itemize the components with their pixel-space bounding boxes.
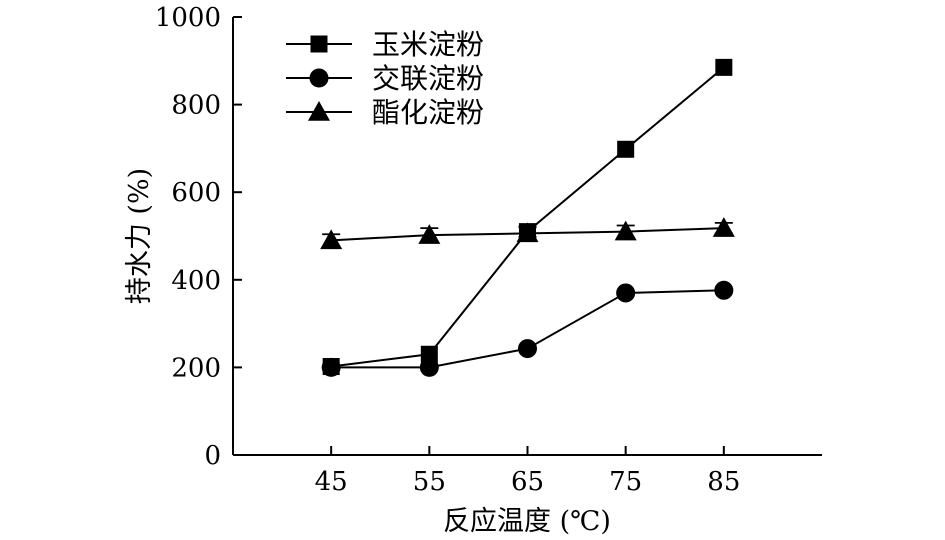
y-tick-label: 400 <box>171 266 221 296</box>
data-point-square <box>715 58 733 76</box>
legend-item: 玉米淀粉 <box>286 28 484 61</box>
data-point-circle <box>616 283 636 303</box>
y-axis-ticks: 0 200 400 600 800 1000 <box>155 3 242 471</box>
series-layer <box>320 58 735 377</box>
data-point-square <box>617 140 635 158</box>
data-point-circle <box>518 339 537 359</box>
data-point-circle <box>321 357 341 377</box>
x-tick-label: 55 <box>413 467 446 497</box>
legend-marker-square <box>310 35 328 53</box>
legend-marker-triangle <box>308 101 330 121</box>
series-3 <box>320 217 735 250</box>
x-tick-label: 75 <box>609 467 642 497</box>
data-point-square <box>420 345 438 363</box>
data-point-triangle <box>320 229 343 250</box>
data-point-circle <box>714 280 734 300</box>
x-axis-ticks: 45 55 65 75 85 <box>315 446 740 497</box>
y-tick-label: 1000 <box>155 3 221 33</box>
y-tick-label: 800 <box>171 91 221 121</box>
y-tick-label: 600 <box>171 178 221 208</box>
legend-marker-circle <box>309 68 329 88</box>
y-axis-title: 持水力 (%) <box>124 168 155 304</box>
x-tick-label: 45 <box>315 467 348 497</box>
legend-label: 交联淀粉 <box>372 62 484 95</box>
legend-item: 酯化淀粉 <box>286 96 484 129</box>
data-point-triangle <box>516 222 539 243</box>
legend-item: 交联淀粉 <box>286 62 484 95</box>
x-axis-title: 反应温度 (℃) <box>443 506 611 537</box>
x-tick-label: 65 <box>511 467 544 497</box>
legend-label: 玉米淀粉 <box>372 28 484 61</box>
legend-label: 酯化淀粉 <box>372 96 484 129</box>
data-point-triangle <box>712 217 735 237</box>
data-point-triangle <box>614 220 637 241</box>
data-point-triangle <box>418 224 441 244</box>
y-tick-label: 200 <box>171 353 221 383</box>
y-tick-label: 0 <box>204 441 221 471</box>
x-tick-label: 85 <box>707 467 740 497</box>
data-point-circle <box>419 357 439 377</box>
series-2 <box>321 280 734 377</box>
